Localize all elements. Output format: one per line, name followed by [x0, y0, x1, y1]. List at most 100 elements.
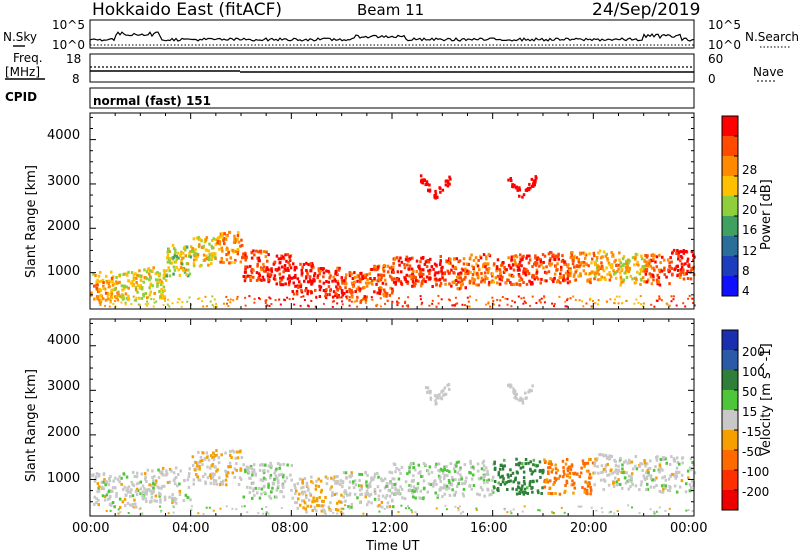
power-cell — [336, 279, 339, 283]
power-cell — [304, 276, 308, 280]
velocity-cell — [521, 510, 524, 513]
power-cell — [151, 284, 154, 288]
power-cell — [483, 271, 487, 275]
power-cell — [682, 249, 686, 252]
power-cell — [135, 276, 138, 280]
power-cell — [469, 256, 472, 260]
velocity-cell — [514, 477, 517, 481]
power-cell — [329, 289, 332, 293]
power-cell — [574, 270, 577, 274]
power-cell — [640, 278, 643, 282]
power-cell — [639, 268, 642, 271]
velocity-cell — [548, 460, 551, 464]
power-cell — [566, 297, 569, 300]
power-cell — [339, 286, 342, 290]
velocity-cell — [634, 455, 638, 458]
power-cell — [155, 300, 158, 303]
velocity-cell — [261, 507, 263, 510]
velocity-cell — [476, 492, 479, 496]
velocity-cell — [314, 487, 318, 491]
power-cell — [394, 280, 397, 284]
power-cell — [625, 266, 629, 270]
velocity-cell — [224, 478, 228, 482]
velocity-cell — [452, 493, 456, 497]
velocity-cell — [121, 500, 125, 504]
velocity-cell — [118, 505, 122, 509]
power-cell — [198, 243, 201, 247]
velocity-cell — [673, 459, 676, 463]
power-cell — [233, 234, 236, 238]
power-cell — [613, 260, 616, 264]
power-cell — [225, 234, 228, 238]
power-cell — [101, 278, 105, 282]
velocity-cell — [152, 479, 155, 483]
velocity-cell — [648, 466, 652, 470]
velocity-cell — [568, 471, 572, 475]
power-cell — [510, 273, 514, 277]
power-cell — [260, 268, 263, 272]
cpid-value: normal (fast) 151 — [93, 94, 211, 108]
velocity-cell — [365, 484, 369, 488]
velocity-cell — [460, 475, 463, 479]
velocity-cell — [115, 492, 118, 495]
velocity-cell — [112, 479, 115, 483]
power-cell — [411, 284, 414, 288]
power-cell — [483, 278, 486, 282]
velocity-cell — [211, 472, 214, 476]
velocity-cell — [215, 453, 218, 457]
velocity-cell — [216, 468, 219, 472]
power-cell — [529, 304, 532, 307]
power-cell — [108, 285, 111, 289]
velocity-cell — [102, 472, 106, 476]
power-cell — [473, 270, 476, 274]
velocity-cell — [376, 504, 380, 508]
velocity-colorbar-segment — [722, 430, 738, 451]
velocity-cell — [144, 491, 147, 494]
power-cell — [634, 252, 638, 256]
power-cell — [180, 305, 183, 308]
power-cell — [190, 250, 194, 253]
velocity-cell — [177, 473, 180, 476]
velocity-cell — [630, 474, 633, 478]
power-cell — [419, 295, 422, 298]
power-cell — [322, 275, 325, 279]
velocity-cell — [664, 457, 667, 461]
velocity-cell — [611, 471, 614, 475]
power-cell — [189, 255, 193, 259]
velocity-cell — [135, 482, 139, 486]
velocity-cell — [460, 477, 463, 481]
power-cell — [542, 266, 545, 270]
power-cell — [355, 299, 359, 303]
velocity-cell — [179, 469, 182, 473]
power-cell — [319, 269, 322, 273]
velocity-cell — [600, 507, 603, 510]
power-cell — [263, 269, 266, 273]
velocity-cell — [329, 487, 332, 491]
velocity-cell — [339, 500, 342, 504]
power-cell — [396, 256, 399, 260]
velocity-cell — [615, 480, 619, 484]
velocity-cell — [408, 484, 411, 487]
velocity-ytick-3000: 3000 — [47, 379, 81, 394]
power-cell — [407, 304, 409, 307]
velocity-cell — [252, 489, 255, 493]
velocity-cell — [274, 474, 278, 478]
power-cell — [462, 257, 466, 261]
power-cell — [366, 278, 369, 282]
power-cell — [138, 304, 141, 307]
power-cell — [411, 272, 414, 275]
velocity-cell — [681, 461, 684, 465]
velocity-cell — [345, 476, 348, 480]
velocity-cell — [403, 497, 407, 501]
power-cell — [294, 273, 297, 277]
power-cbar-tick-8: 8 — [742, 264, 750, 278]
power-cell — [588, 252, 591, 256]
power-cell — [258, 273, 261, 277]
power-cell — [671, 272, 674, 276]
power-cell — [642, 305, 644, 308]
power-cell — [177, 268, 180, 272]
velocity-cell — [555, 471, 558, 475]
velocity-cell — [444, 392, 448, 396]
cpid-panel-frame — [89, 87, 695, 109]
power-cell — [650, 282, 654, 286]
